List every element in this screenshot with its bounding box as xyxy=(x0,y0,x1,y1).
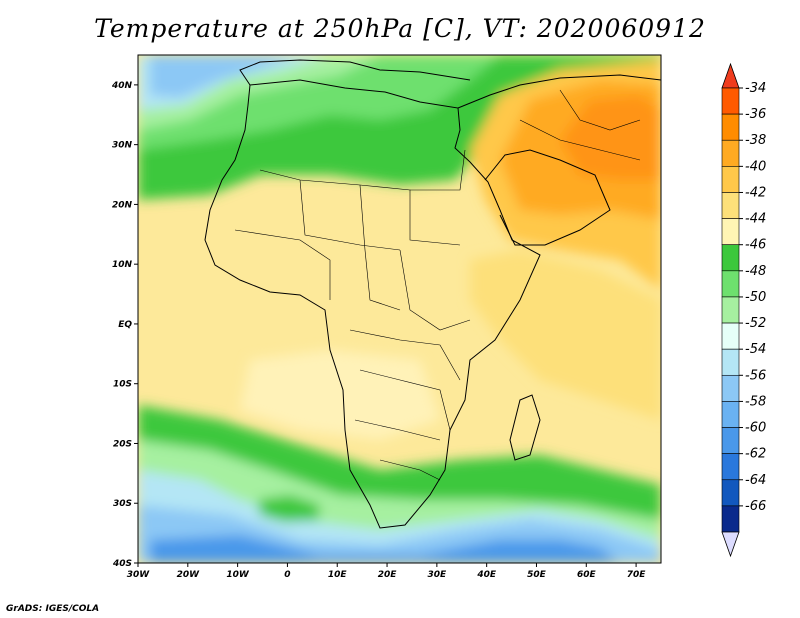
map-title: Temperature at 250hPa [C], VT: 202006091… xyxy=(94,14,706,43)
lat-label: 20N xyxy=(112,200,133,210)
colorbar-swatch xyxy=(721,139,740,167)
colorbar-label: -60 xyxy=(745,421,766,436)
colorbar-label: -54 xyxy=(745,342,766,357)
colorbar-swatch xyxy=(721,218,740,246)
colorbar-swatch xyxy=(721,166,740,193)
colorbar-swatch xyxy=(721,453,740,481)
latitude-labels: 40N 30N 20N 10N EQ 10S 20S 30S 40S xyxy=(111,81,138,569)
lat-label: 40N xyxy=(111,81,133,91)
country-borders xyxy=(234,89,641,481)
colorbar-bottom-arrow xyxy=(721,531,740,558)
colorbar-label: -38 xyxy=(745,133,766,148)
colorbar-label: -50 xyxy=(745,290,766,305)
colorbar-swatch xyxy=(721,374,740,402)
lat-label: EQ xyxy=(118,320,132,330)
colorbar-label: -44 xyxy=(745,212,766,227)
colorbar-swatch xyxy=(721,348,740,376)
credit-label: GrADS: IGES/COLA xyxy=(6,604,100,614)
lon-label: 10W xyxy=(226,570,250,580)
lat-label: 40S xyxy=(112,559,132,569)
colorbar-label: -42 xyxy=(745,185,766,200)
colorbar-swatch xyxy=(721,505,740,533)
colorbar-label: -36 xyxy=(745,107,766,122)
colorbar-label: -34 xyxy=(745,81,766,96)
colorbar-swatch xyxy=(721,270,740,298)
colorbar-swatch xyxy=(721,192,740,219)
lon-label: 10E xyxy=(328,570,348,580)
lon-label: 50E xyxy=(527,570,547,580)
lon-label: 0 xyxy=(284,570,290,580)
lon-label: 70E xyxy=(627,570,647,580)
lat-label: 10S xyxy=(113,380,132,390)
colorbar-swatch xyxy=(721,244,740,272)
lat-label: 30S xyxy=(113,499,132,509)
lon-label: 30W xyxy=(127,570,151,580)
colorbar-label: -46 xyxy=(745,238,766,253)
lat-label: 30N xyxy=(112,141,133,151)
lon-label: 30E xyxy=(428,570,448,580)
colorbar-label: -52 xyxy=(745,316,766,331)
colorbar-swatch xyxy=(721,479,740,507)
lon-label: 40E xyxy=(476,570,497,580)
colorbar-swatch xyxy=(721,427,740,454)
lon-label: 20W xyxy=(177,570,201,580)
longitude-labels: 30W 20W 10W 0 10E 20E 30E 40E 50E 60E 70E xyxy=(127,563,647,580)
lon-label: 60E xyxy=(577,570,597,580)
colorbar-label: -48 xyxy=(745,264,766,279)
colorbar-top-arrow xyxy=(721,62,740,89)
colorbar-swatch xyxy=(721,322,740,350)
colorbar-label: -62 xyxy=(745,447,766,462)
colorbar-label: -56 xyxy=(745,368,766,383)
lat-label: 10N xyxy=(112,260,133,270)
colorbar-swatch xyxy=(721,296,740,324)
lon-label: 20E xyxy=(378,570,398,580)
colorbar-label: -64 xyxy=(745,473,766,488)
colorbar-label: -40 xyxy=(745,159,766,174)
colorbar-swatch xyxy=(721,401,740,428)
colorbar-label: -58 xyxy=(745,394,766,409)
coastline xyxy=(204,59,661,529)
colorbar-swatch xyxy=(721,87,740,115)
colorbar-swatch xyxy=(721,113,740,141)
temperature-field xyxy=(138,55,661,563)
colorbar-label: -66 xyxy=(745,499,766,514)
colorbar: -34 -36 -38 -40 -42 -44 -46 -48 -50 -52 -54 -56 -58 -… xyxy=(721,62,766,558)
lat-label: 20S xyxy=(113,439,132,449)
map-frame xyxy=(137,54,662,564)
